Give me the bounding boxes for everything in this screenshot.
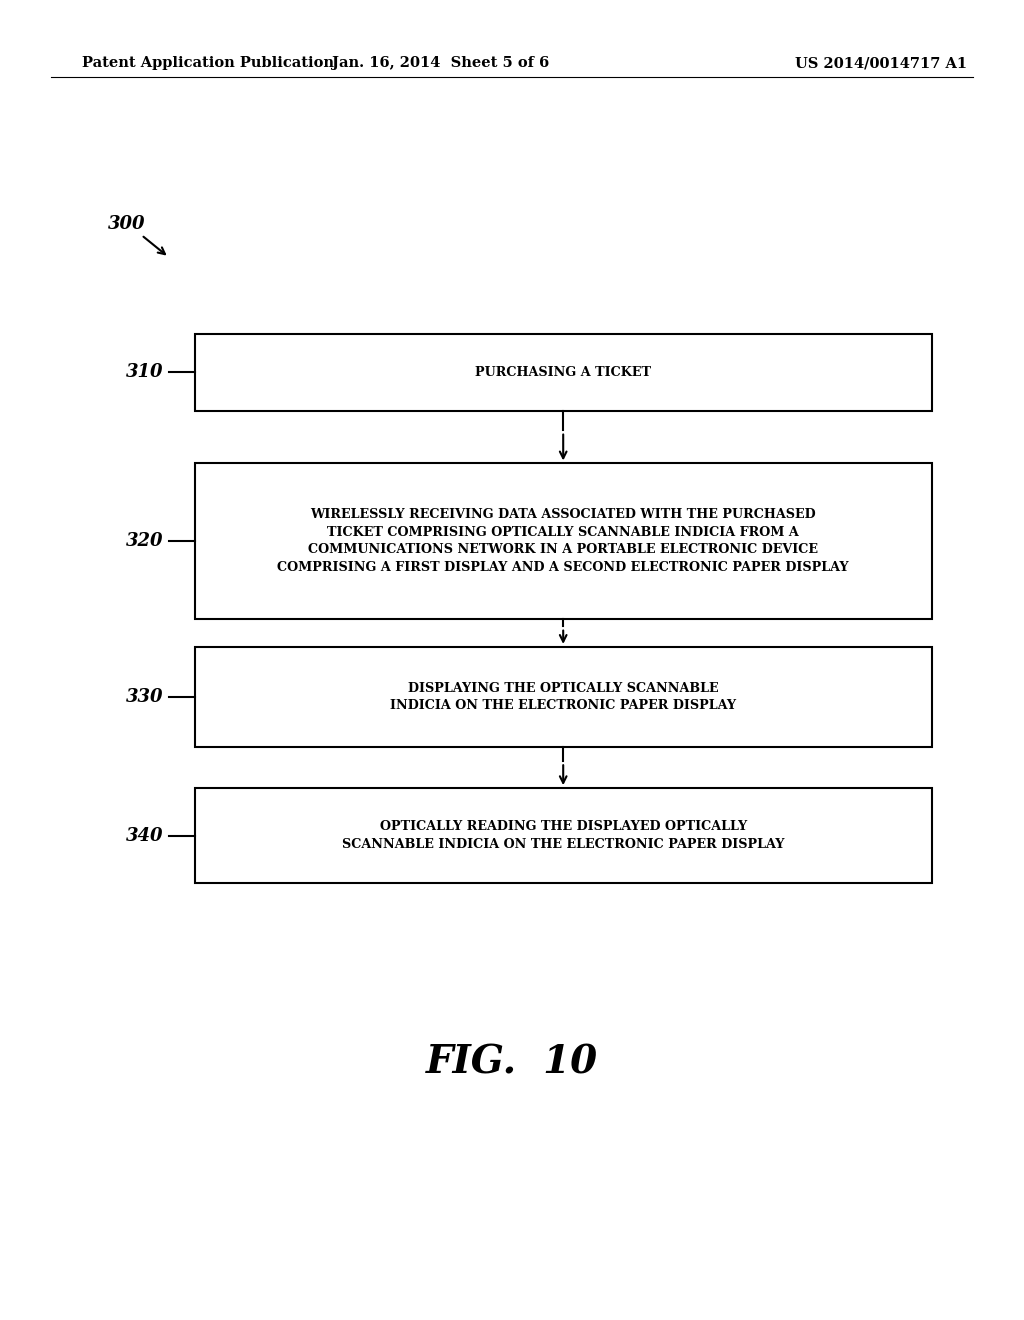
Text: Jan. 16, 2014  Sheet 5 of 6: Jan. 16, 2014 Sheet 5 of 6 [332, 57, 549, 70]
Bar [195, 647, 932, 747]
Text: PURCHASING A TICKET: PURCHASING A TICKET [475, 366, 651, 379]
Text: 310: 310 [126, 363, 164, 381]
Text: DISPLAYING THE OPTICALLY SCANNABLE
INDICIA ON THE ELECTRONIC PAPER DISPLAY: DISPLAYING THE OPTICALLY SCANNABLE INDIC… [390, 681, 736, 713]
Text: 340: 340 [126, 826, 164, 845]
Text: 330: 330 [126, 688, 164, 706]
Text: WIRELESSLY RECEIVING DATA ASSOCIATED WITH THE PURCHASED
TICKET COMPRISING OPTICA: WIRELESSLY RECEIVING DATA ASSOCIATED WIT… [278, 508, 849, 574]
Text: Patent Application Publication: Patent Application Publication [82, 57, 334, 70]
Text: OPTICALLY READING THE DISPLAYED OPTICALLY
SCANNABLE INDICIA ON THE ELECTRONIC PA: OPTICALLY READING THE DISPLAYED OPTICALL… [342, 820, 784, 851]
Bar [195, 463, 932, 619]
Text: 320: 320 [126, 532, 164, 550]
Text: FIG.  10: FIG. 10 [426, 1044, 598, 1081]
Text: US 2014/0014717 A1: US 2014/0014717 A1 [795, 57, 967, 70]
Bar [195, 788, 932, 883]
Bar [195, 334, 932, 411]
Text: 300: 300 [108, 215, 145, 234]
